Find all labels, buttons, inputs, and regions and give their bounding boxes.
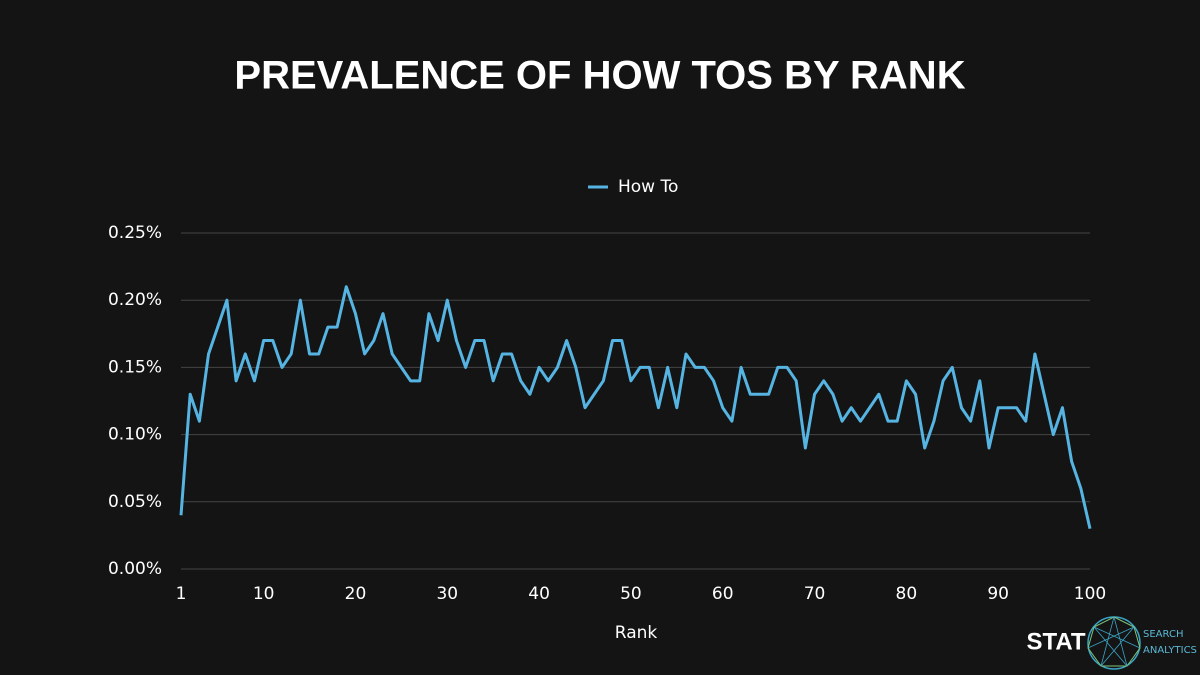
legend-label: How To: [618, 177, 678, 197]
x-tick-label: 1: [176, 584, 187, 604]
data-line: [179, 285, 1092, 530]
x-tick-label: 10: [253, 584, 275, 604]
logo-icon: [1087, 616, 1141, 667]
x-tick-label: 30: [436, 584, 458, 604]
logo: STAT SEARCH ANALYTICS: [1026, 616, 1197, 670]
x-tick-label: 70: [804, 584, 826, 604]
x-tick-label: 100: [1074, 584, 1106, 604]
y-tick-label: 0.05%: [108, 492, 162, 512]
x-tick-label: 60: [712, 584, 734, 604]
x-tick-label: 50: [620, 584, 642, 604]
chart-title: PREVALENCE OF HOW TOS BY RANK: [234, 54, 965, 98]
x-tick-label: 20: [345, 584, 367, 604]
x-tick-label: 40: [528, 584, 550, 604]
y-tick-label: 0.20%: [108, 290, 162, 310]
x-tick-label: 90: [987, 584, 1009, 604]
x-axis-label: Rank: [615, 623, 658, 643]
x-tick-label: 80: [896, 584, 918, 604]
logo-tagline: SEARCH: [1143, 629, 1183, 640]
y-tick-label: 0.10%: [108, 425, 162, 445]
logo-icon: [1087, 616, 1141, 667]
y-tick-label: 0.25%: [108, 223, 162, 243]
logo-brand: STAT: [1026, 628, 1085, 655]
y-tick-label: 0.00%: [108, 559, 162, 579]
logo-tagline: ANALYTICS: [1143, 645, 1197, 656]
y-tick-label: 0.15%: [108, 357, 162, 377]
